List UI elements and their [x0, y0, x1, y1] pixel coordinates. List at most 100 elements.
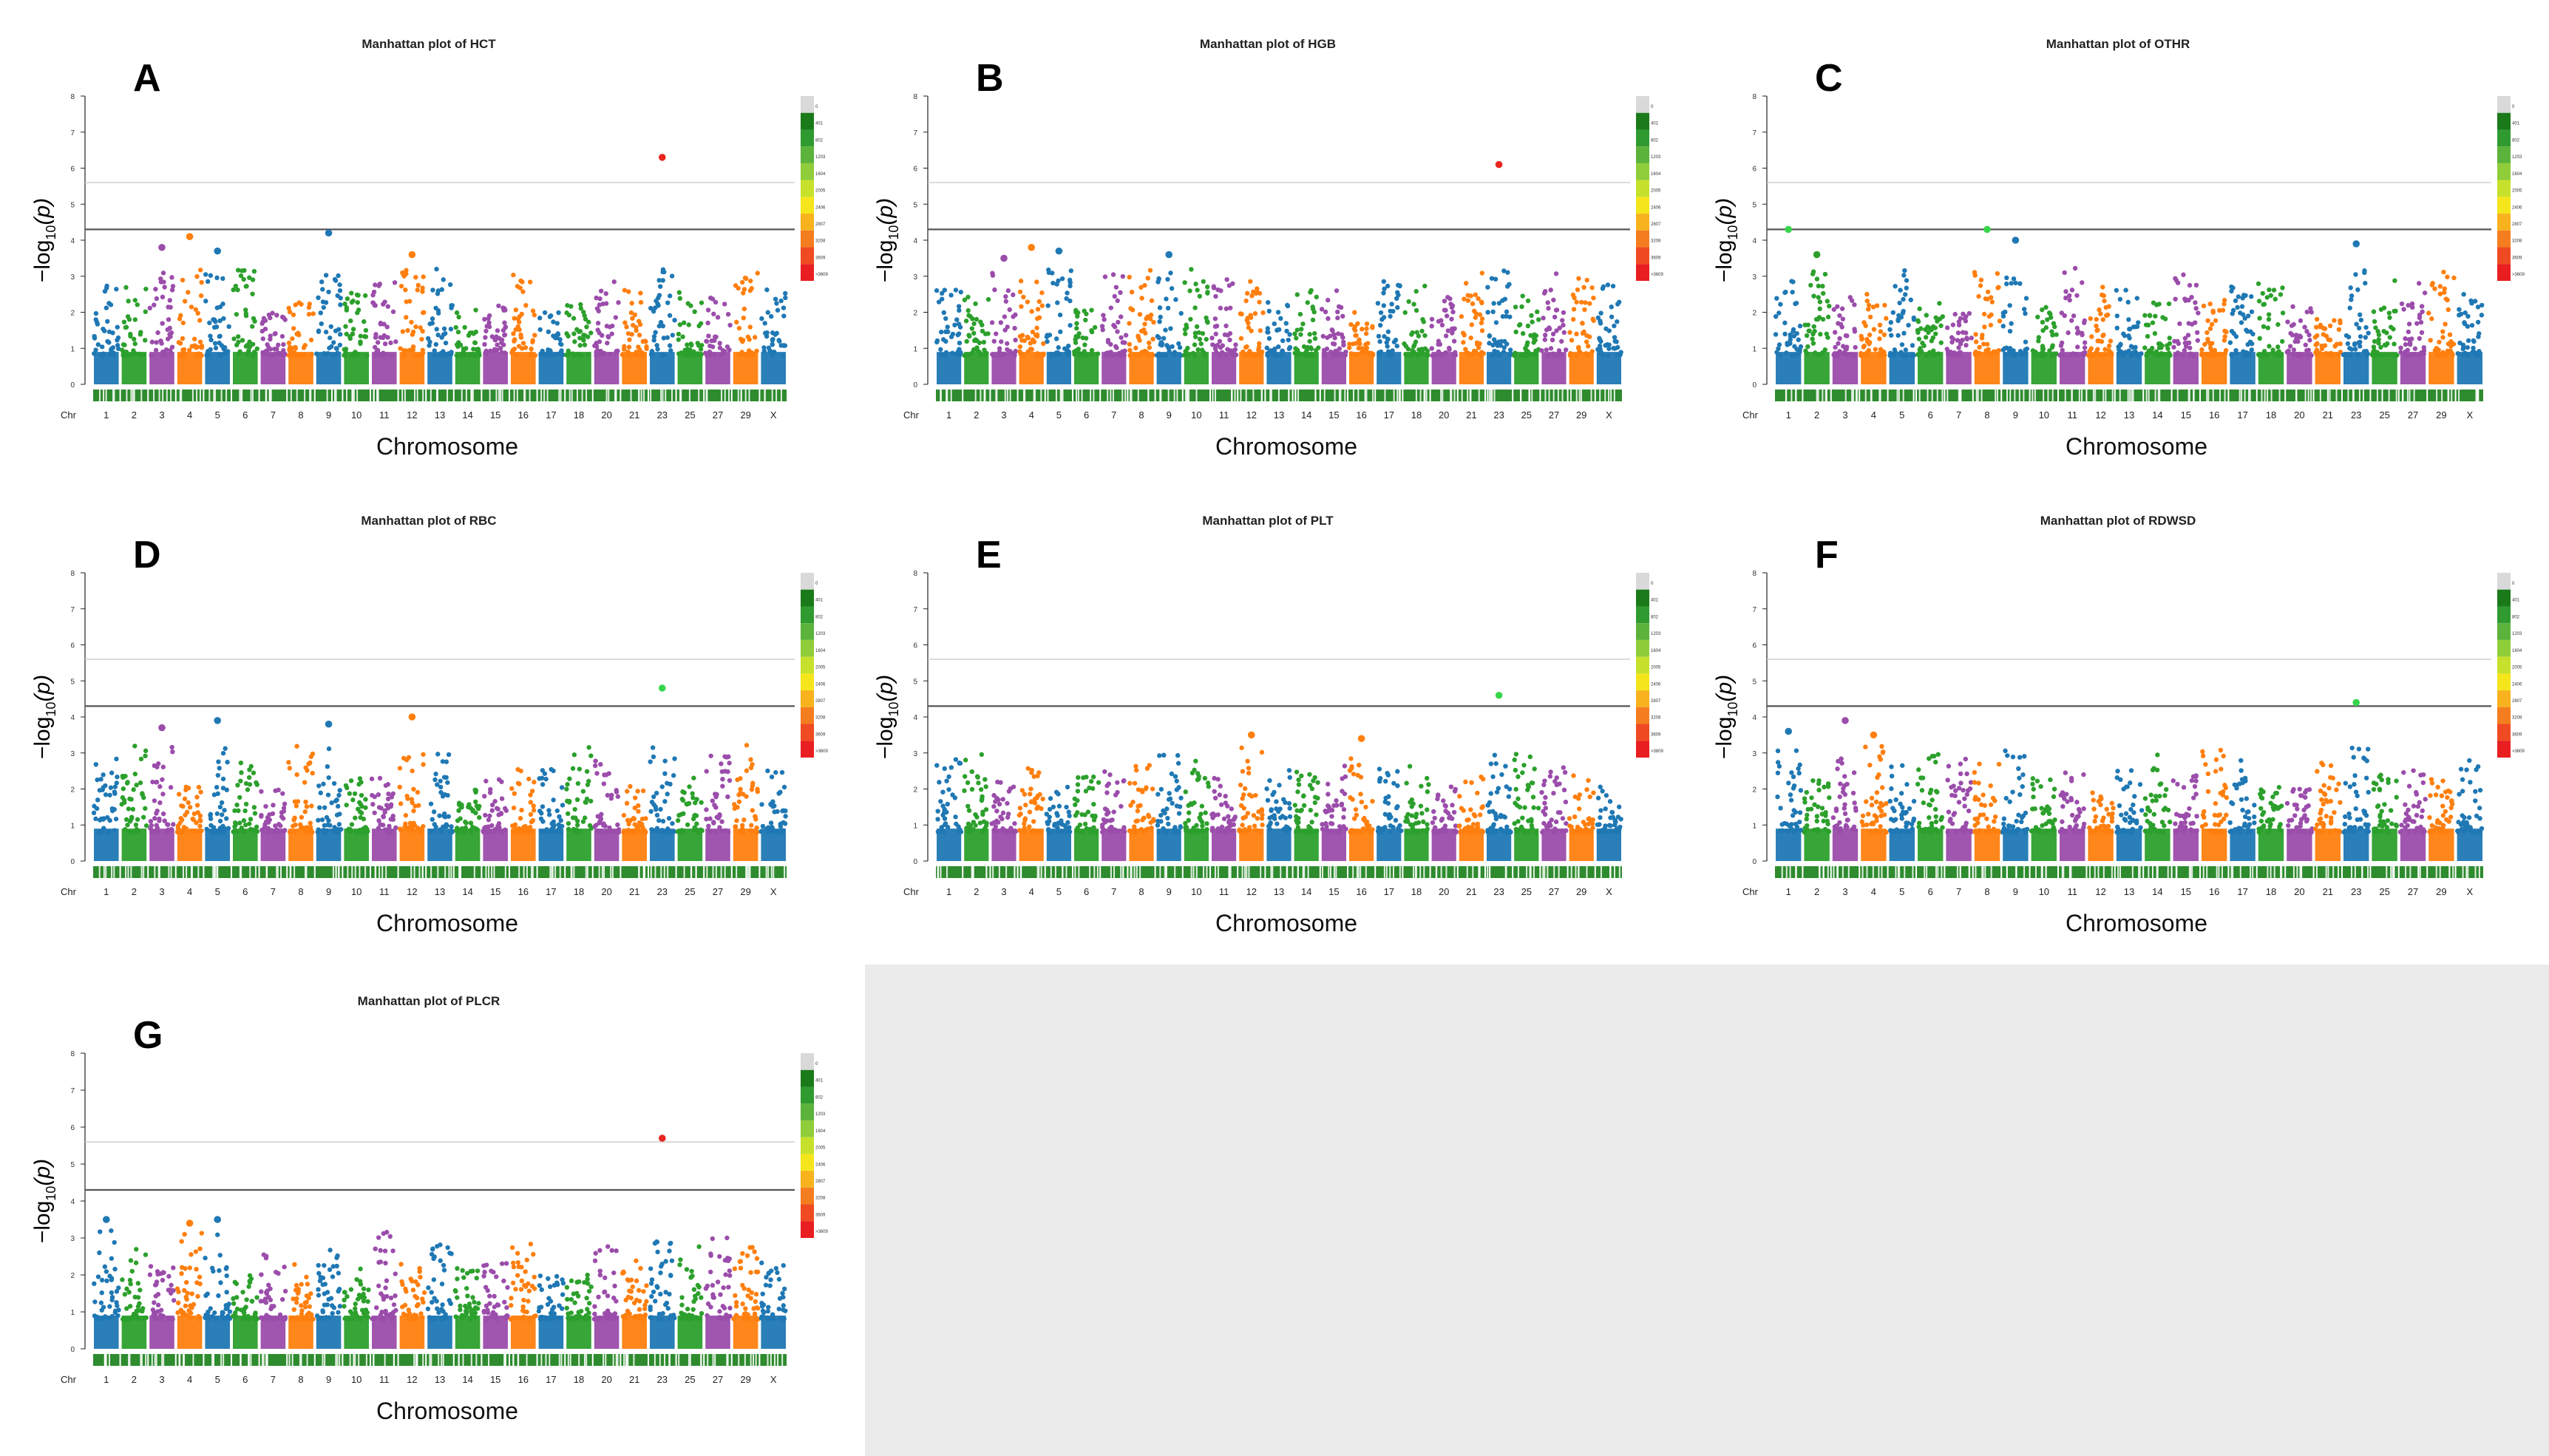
snp-density-bar — [676, 866, 704, 878]
chromosome-8-points — [286, 744, 316, 861]
x-tick-label: 2 — [1814, 886, 1819, 897]
y-tick-label: 1 — [913, 345, 917, 353]
snp-density-bar — [593, 866, 620, 878]
chromosome-6-points — [231, 760, 260, 861]
peak-point-chr-8 — [1983, 225, 1991, 234]
chromosome-X-points — [758, 768, 788, 861]
svg-text:3609: 3609 — [1651, 256, 1661, 260]
snp-density-bar — [2115, 389, 2143, 401]
snp-density-bar — [991, 866, 1017, 878]
x-tick-label: 9 — [326, 409, 331, 421]
peak-point-chr-4 — [1028, 243, 1035, 251]
chromosome-5-points — [1887, 268, 1917, 384]
x-tick-label: 6 — [1928, 886, 1933, 897]
snp-density-bar — [454, 1354, 481, 1366]
snp-density-bar — [1888, 389, 1915, 401]
panel-title: Manhattan plot of RDWSD — [2040, 514, 2196, 528]
svg-text:401: 401 — [2512, 122, 2520, 126]
svg-text:2005: 2005 — [815, 189, 826, 194]
svg-text:1203: 1203 — [815, 155, 826, 160]
snp-density-bar — [1973, 866, 2001, 878]
x-tick-label: 5 — [1056, 409, 1062, 421]
peak-point-chr-16 — [1357, 735, 1365, 743]
snp-density-bar — [149, 389, 175, 401]
peak-point-chr-5 — [1055, 247, 1063, 255]
y-tick-label: 7 — [70, 606, 75, 614]
x-tick-label: 10 — [351, 409, 362, 421]
x-axis-label: Chromosome — [376, 1398, 518, 1424]
snp-density-bar — [1073, 866, 1100, 878]
x-axis-label: Chromosome — [1215, 433, 1357, 460]
chromosome-10-points — [342, 290, 370, 384]
x-tick-label: X — [770, 1374, 777, 1385]
manhattan-panel-g: Manhattan plot of PLCR G 0 1 2 3 4 5 6 7 8 −log10(p… — [22, 983, 835, 1441]
snp-density-bar — [1045, 866, 1072, 878]
x-tick-label: 12 — [407, 1374, 417, 1385]
chromosome-8-points — [1972, 761, 2003, 861]
chromosome-17-points — [537, 766, 566, 861]
y-tick-label: 7 — [70, 129, 75, 137]
chromosome-8-points — [288, 1262, 316, 1349]
y-tick-label: 2 — [1752, 310, 1757, 318]
chromosome-29-points — [732, 743, 761, 861]
peak-point-chr-4 — [1870, 731, 1878, 739]
peak-point-chr-3 — [158, 243, 166, 251]
svg-text:1203: 1203 — [2512, 155, 2522, 160]
snp-density-bar — [1430, 866, 1457, 878]
snp-density-bar — [1775, 866, 1802, 878]
y-tick-label: 2 — [913, 310, 917, 318]
chromosome-11-points — [1209, 775, 1238, 861]
x-tick-label: 5 — [215, 409, 220, 421]
svg-text:>3609: >3609 — [815, 273, 829, 277]
x-tick-label: 2 — [132, 886, 137, 897]
chromosome-23-points — [2341, 698, 2372, 861]
snp-density-bar — [315, 389, 342, 401]
chromosome-29-points — [731, 1245, 761, 1349]
x-tick-label: 29 — [1576, 409, 1586, 421]
y-tick-label: 7 — [913, 606, 917, 614]
peak-point-chr-9 — [325, 229, 333, 237]
chromosome-20-points — [1429, 294, 1459, 384]
x-tick-label: 23 — [657, 886, 668, 897]
chromosome-29-points — [1567, 276, 1596, 384]
y-tick-label: 4 — [1752, 237, 1757, 245]
chromosome-6-points — [1915, 301, 1946, 384]
x-tick-label: 15 — [2181, 886, 2191, 897]
panel-title: Manhattan plot of HGB — [1200, 37, 1336, 51]
x-tick-label: 18 — [2266, 886, 2276, 897]
x-tick-label: 21 — [2323, 886, 2333, 897]
chromosome-29-points — [2426, 269, 2457, 384]
x-tick-label: 3 — [1001, 886, 1006, 897]
chr-prefix-label: Chr — [61, 1374, 77, 1385]
chromosome-1-points — [934, 757, 964, 861]
x-tick-label: 9 — [1167, 409, 1172, 421]
chromosome-10-points — [2029, 776, 2057, 861]
chromosome-X-points — [1595, 784, 1623, 861]
chromosome-16-points — [509, 766, 537, 861]
x-tick-label: 12 — [2095, 886, 2105, 897]
y-tick-label: 8 — [70, 1050, 75, 1058]
chromosome-15-points — [2171, 272, 2201, 384]
x-tick-label: 20 — [601, 409, 611, 421]
chromosome-14-points — [453, 307, 482, 384]
x-tick-label: 16 — [518, 886, 529, 897]
svg-text:2406: 2406 — [2512, 205, 2522, 210]
x-tick-label: X — [2466, 886, 2473, 897]
x-tick-label: 5 — [215, 1374, 220, 1385]
x-tick-label: 9 — [326, 886, 331, 897]
x-tick-label: 2 — [974, 409, 979, 421]
x-tick-label: 27 — [1549, 886, 1559, 897]
peak-point-chr-4 — [186, 233, 194, 240]
chromosome-9-points — [2000, 748, 2030, 861]
chromosome-27-points — [2398, 281, 2428, 384]
chromosome-20-points — [592, 758, 622, 861]
peak-point-chr-5 — [214, 247, 222, 255]
snp-density-bar — [1348, 866, 1375, 878]
x-tick-label: 4 — [1029, 886, 1034, 897]
x-tick-label: 21 — [629, 409, 639, 421]
snp-density-bar — [537, 1354, 565, 1366]
panel-letter: E — [976, 534, 1002, 576]
chr-prefix-label: Chr — [903, 409, 920, 421]
